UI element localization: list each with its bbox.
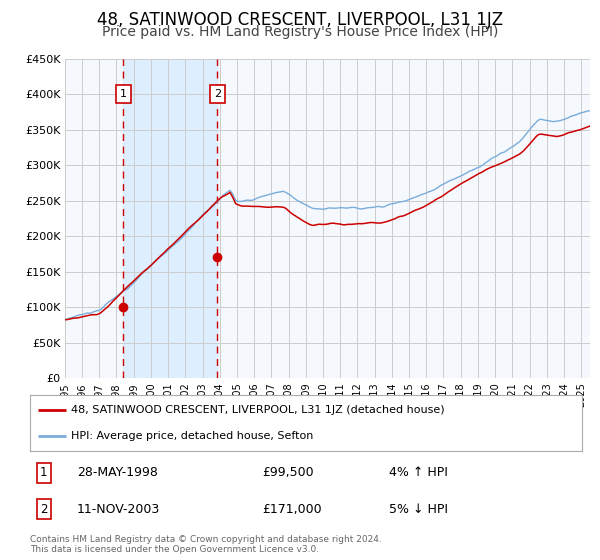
Text: 4% ↑ HPI: 4% ↑ HPI (389, 466, 448, 479)
Text: 5% ↓ HPI: 5% ↓ HPI (389, 503, 448, 516)
Text: Contains HM Land Registry data © Crown copyright and database right 2024.
This d: Contains HM Land Registry data © Crown c… (30, 535, 382, 554)
Text: 28-MAY-1998: 28-MAY-1998 (77, 466, 158, 479)
Text: 11-NOV-2003: 11-NOV-2003 (77, 503, 160, 516)
Text: 48, SATINWOOD CRESCENT, LIVERPOOL, L31 1JZ: 48, SATINWOOD CRESCENT, LIVERPOOL, L31 1… (97, 11, 503, 29)
Text: 1: 1 (40, 466, 47, 479)
Bar (124, 59, 217, 378)
Text: 1: 1 (120, 89, 127, 99)
Text: Price paid vs. HM Land Registry's House Price Index (HPI): Price paid vs. HM Land Registry's House … (102, 25, 498, 39)
Text: £99,500: £99,500 (262, 466, 313, 479)
Text: 2: 2 (214, 89, 221, 99)
Text: 48, SATINWOOD CRESCENT, LIVERPOOL, L31 1JZ (detached house): 48, SATINWOOD CRESCENT, LIVERPOOL, L31 1… (71, 405, 445, 415)
Text: £171,000: £171,000 (262, 503, 322, 516)
Text: HPI: Average price, detached house, Sefton: HPI: Average price, detached house, Seft… (71, 431, 314, 441)
Text: 2: 2 (40, 503, 47, 516)
